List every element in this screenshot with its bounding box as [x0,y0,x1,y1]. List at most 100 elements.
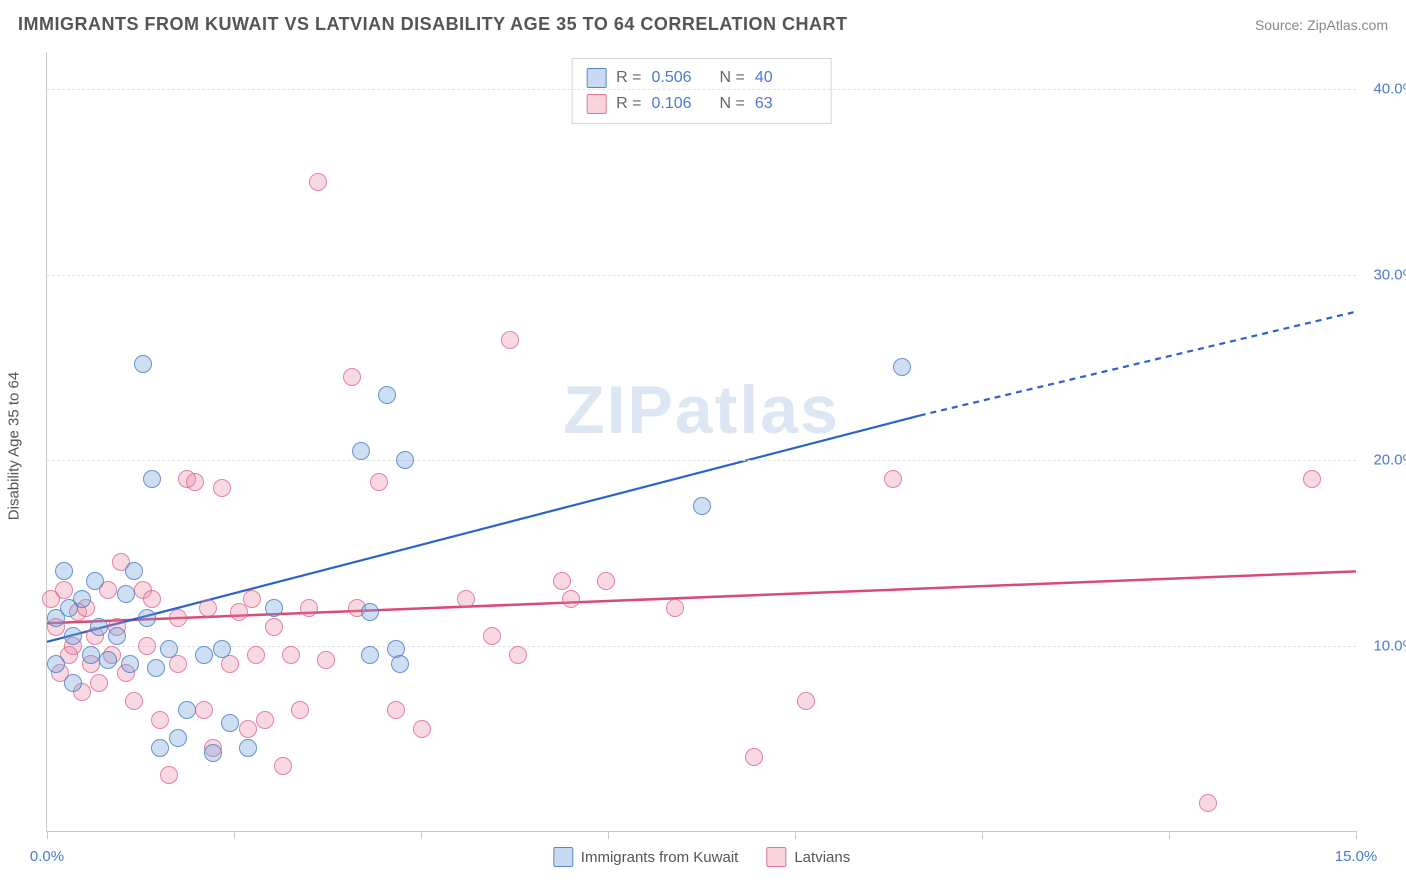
scatter-point [370,473,388,491]
x-tick [608,831,609,839]
scatter-point [239,720,257,738]
scatter-point [239,739,257,757]
chart-header: IMMIGRANTS FROM KUWAIT VS LATVIAN DISABI… [18,14,1388,35]
scatter-point [108,627,126,645]
scatter-point [213,479,231,497]
legend-label: Immigrants from Kuwait [581,849,739,866]
scatter-point [55,562,73,580]
series-legend: Immigrants from Kuwait Latvians [553,847,850,867]
scatter-point [169,729,187,747]
scatter-point [134,355,152,373]
scatter-point [55,581,73,599]
gridline [47,460,1356,461]
scatter-point [378,386,396,404]
legend-item-series-b: Latvians [766,847,850,867]
legend-label: Latvians [794,849,850,866]
y-tick-label: 10.0% [1373,637,1406,654]
scatter-point [1199,794,1217,812]
correlation-row-series-a: R = 0.506 N = 40 [586,65,813,91]
scatter-point [86,572,104,590]
swatch-icon [586,94,606,114]
swatch-icon [553,847,573,867]
scatter-point [213,640,231,658]
scatter-point [125,562,143,580]
r-value: 0.106 [652,91,710,117]
scatter-plot-area: ZIPatlas R = 0.506 N = 40 R = 0.106 N = … [46,52,1356,832]
scatter-point [291,701,309,719]
x-tick [1356,831,1357,839]
scatter-point [597,572,615,590]
scatter-point [884,470,902,488]
scatter-point [125,692,143,710]
scatter-point [893,358,911,376]
gridline [47,646,1356,647]
r-label: R = [616,65,641,91]
scatter-point [309,173,327,191]
scatter-point [47,655,65,673]
scatter-point [387,701,405,719]
gridline [47,275,1356,276]
y-tick-label: 40.0% [1373,81,1406,98]
legend-item-series-a: Immigrants from Kuwait [553,847,739,867]
y-tick-label: 20.0% [1373,452,1406,469]
scatter-point [138,637,156,655]
scatter-point [243,590,261,608]
scatter-point [396,451,414,469]
n-value: 63 [755,91,813,117]
scatter-point [160,640,178,658]
scatter-point [121,655,139,673]
scatter-point [82,646,100,664]
scatter-point [265,599,283,617]
scatter-point [361,603,379,621]
gridline [47,89,1356,90]
regression-line [920,312,1356,416]
scatter-point [797,692,815,710]
scatter-point [509,646,527,664]
x-tick [47,831,48,839]
swatch-icon [586,68,606,88]
scatter-point [151,739,169,757]
scatter-point [169,609,187,627]
scatter-point [343,368,361,386]
scatter-point [186,473,204,491]
scatter-point [138,609,156,627]
scatter-point [391,655,409,673]
scatter-point [99,651,117,669]
scatter-point [90,618,108,636]
correlation-legend-box: R = 0.506 N = 40 R = 0.106 N = 63 [571,58,832,124]
scatter-point [143,590,161,608]
y-axis-title: Disability Age 35 to 64 [6,372,23,520]
scatter-point [117,585,135,603]
correlation-row-series-b: R = 0.106 N = 63 [586,91,813,117]
scatter-point [64,674,82,692]
scatter-point [745,748,763,766]
r-value: 0.506 [652,65,710,91]
scatter-point [666,599,684,617]
x-tick [795,831,796,839]
scatter-point [553,572,571,590]
y-tick-label: 30.0% [1373,266,1406,283]
scatter-point [483,627,501,645]
r-label: R = [616,91,641,117]
x-tick [982,831,983,839]
scatter-point [562,590,580,608]
scatter-point [361,646,379,664]
scatter-point [282,646,300,664]
n-value: 40 [755,65,813,91]
scatter-point [413,720,431,738]
scatter-point [195,646,213,664]
chart-title: IMMIGRANTS FROM KUWAIT VS LATVIAN DISABI… [18,14,848,35]
scatter-point [221,714,239,732]
x-tick-label: 0.0% [30,848,64,865]
scatter-point [265,618,283,636]
scatter-point [204,744,222,762]
scatter-point [247,646,265,664]
x-tick-label: 15.0% [1335,848,1378,865]
x-tick [421,831,422,839]
scatter-point [317,651,335,669]
scatter-point [160,766,178,784]
swatch-icon [766,847,786,867]
n-label: N = [720,65,745,91]
scatter-point [693,497,711,515]
regression-lines-layer [47,52,1356,831]
